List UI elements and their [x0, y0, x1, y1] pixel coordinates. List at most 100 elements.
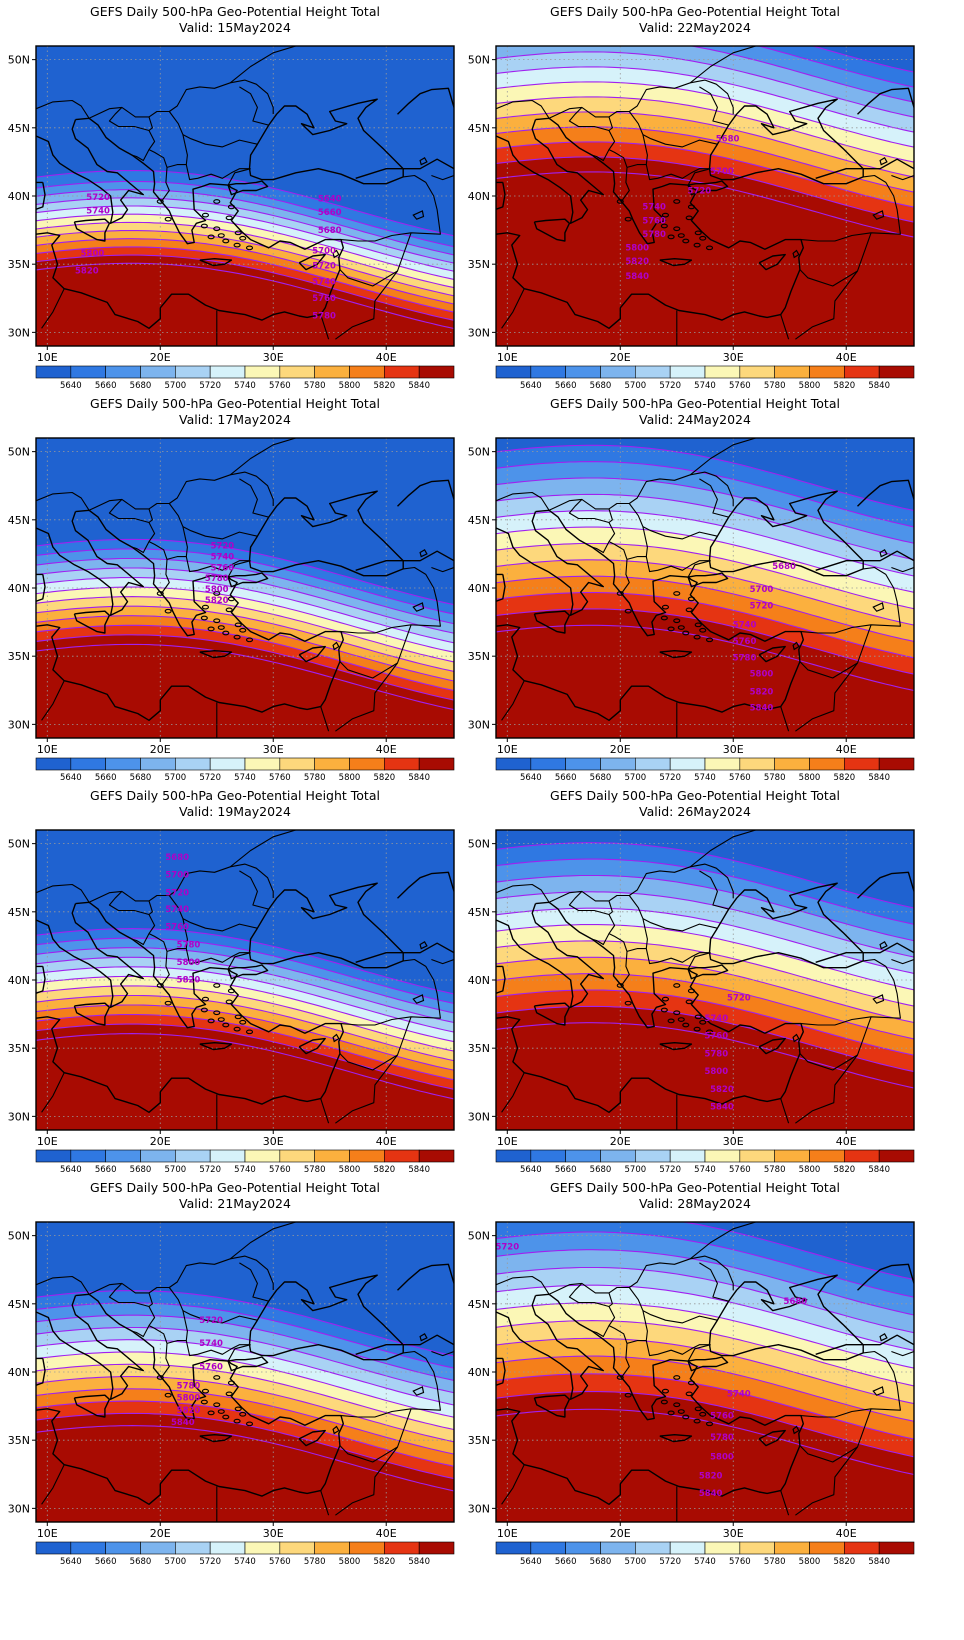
country-border [320, 706, 330, 732]
contour-label: 5800 [704, 1067, 728, 1077]
island-outline [667, 1410, 675, 1416]
coastline [36, 511, 144, 616]
coastline [355, 158, 454, 179]
contour-label: 5720 [727, 993, 751, 1003]
contour-label: 5740 [211, 552, 235, 562]
height-band [36, 1033, 454, 1130]
colorbar-label: 5760 [269, 773, 291, 783]
contour-line [36, 1033, 454, 1100]
island-outline [673, 199, 681, 204]
lake-outline [879, 156, 888, 166]
colorbar-swatch [600, 365, 636, 379]
contour-line [496, 510, 914, 577]
country-border [591, 1325, 610, 1338]
country-border [108, 499, 150, 524]
contour-line [36, 1314, 454, 1381]
country-border [148, 116, 170, 202]
colorbar-label: 5700 [165, 381, 187, 391]
lon-tick-label: 30E [723, 351, 744, 364]
contour-line [36, 197, 454, 264]
island-outline [693, 242, 701, 248]
island-outline [234, 230, 242, 236]
coastline [298, 1037, 326, 1055]
country-border [108, 1283, 150, 1308]
colorbar-swatch [209, 1541, 246, 1555]
country-border [608, 116, 630, 202]
coastline [857, 871, 914, 899]
island-outline [213, 983, 221, 988]
country-border [335, 1408, 412, 1516]
lat-tick-label: 30N [8, 326, 30, 339]
lat-tick-label: 50N [468, 446, 490, 459]
lat-tick-label: 45N [8, 906, 30, 919]
island-outline [693, 1418, 701, 1424]
island-outline [687, 988, 695, 994]
island-outline [225, 999, 233, 1005]
contour-label: 5800 [205, 585, 229, 595]
lake-outline [412, 1386, 425, 1396]
island-outline [677, 1017, 685, 1022]
map-canvas: 5720 5680 5740 5760 5780 5800 5820 5840 50N 45N 40… [468, 1221, 915, 1567]
country-border [687, 952, 711, 970]
coastline [199, 258, 233, 267]
coastline [815, 942, 914, 963]
island-outline [156, 199, 164, 204]
island-outline [616, 1375, 624, 1380]
lon-tick-label: 30E [723, 1135, 744, 1148]
valid-prefix: Valid: [639, 804, 674, 819]
lat-tick-label: 30N [468, 1502, 490, 1515]
island-outline [699, 627, 707, 633]
lat-tick-label: 50N [8, 1230, 30, 1243]
lat-tick-label: 50N [468, 838, 490, 851]
contour-label: 5720 [312, 261, 336, 271]
island-outline [222, 1414, 230, 1420]
contour-line [36, 596, 454, 663]
coastline [708, 98, 864, 185]
contour-line [496, 141, 914, 208]
panel-title: GEFS Daily 500-hPa Geo-Potential Height … [550, 4, 840, 19]
colorbar-swatch [349, 365, 385, 379]
island-outline [687, 1380, 695, 1386]
country-border [340, 566, 441, 634]
colorbar-swatch [530, 757, 566, 771]
colorbar-label: 5740 [694, 1165, 716, 1175]
country-border [800, 1350, 901, 1418]
country-border [340, 1350, 441, 1418]
country-border [182, 1310, 188, 1341]
contour-line [496, 461, 914, 528]
contour-line [496, 1408, 914, 1476]
contour-line [496, 1022, 914, 1089]
coastline [758, 1037, 786, 1055]
contour-label: 5720 [495, 1242, 519, 1252]
colorbar-swatch [739, 1541, 775, 1555]
colorbar-label: 5680 [130, 1165, 152, 1175]
island-outline [225, 1391, 233, 1397]
coastline [496, 573, 506, 602]
contour-label: 5740 [727, 1390, 751, 1400]
contour-label: 5820 [625, 257, 649, 267]
country-border [335, 1016, 412, 1124]
country-border [642, 134, 718, 148]
lake-outline [332, 1425, 340, 1435]
colorbar-label: 5840 [868, 773, 890, 783]
island-outline [239, 235, 247, 241]
valid-prefix: Valid: [179, 1196, 214, 1211]
coastline [36, 1293, 344, 1505]
coastline [687, 180, 729, 196]
island-outline [156, 1375, 164, 1380]
colorbar-swatch [739, 1149, 775, 1163]
island-outline [239, 1019, 247, 1025]
contour-line [496, 989, 914, 1056]
contour-line [36, 180, 454, 248]
country-border [799, 1445, 858, 1463]
country-border [36, 883, 90, 903]
contour-label: 5740 [165, 905, 189, 915]
lon-tick-label: 20E [150, 743, 171, 756]
country-border [689, 438, 756, 476]
contour-line [496, 907, 914, 974]
island-outline [217, 233, 225, 238]
lake-outline [879, 548, 888, 558]
coastline [199, 650, 233, 659]
colorbar-swatch [635, 757, 671, 771]
lake-outline [792, 1425, 800, 1435]
